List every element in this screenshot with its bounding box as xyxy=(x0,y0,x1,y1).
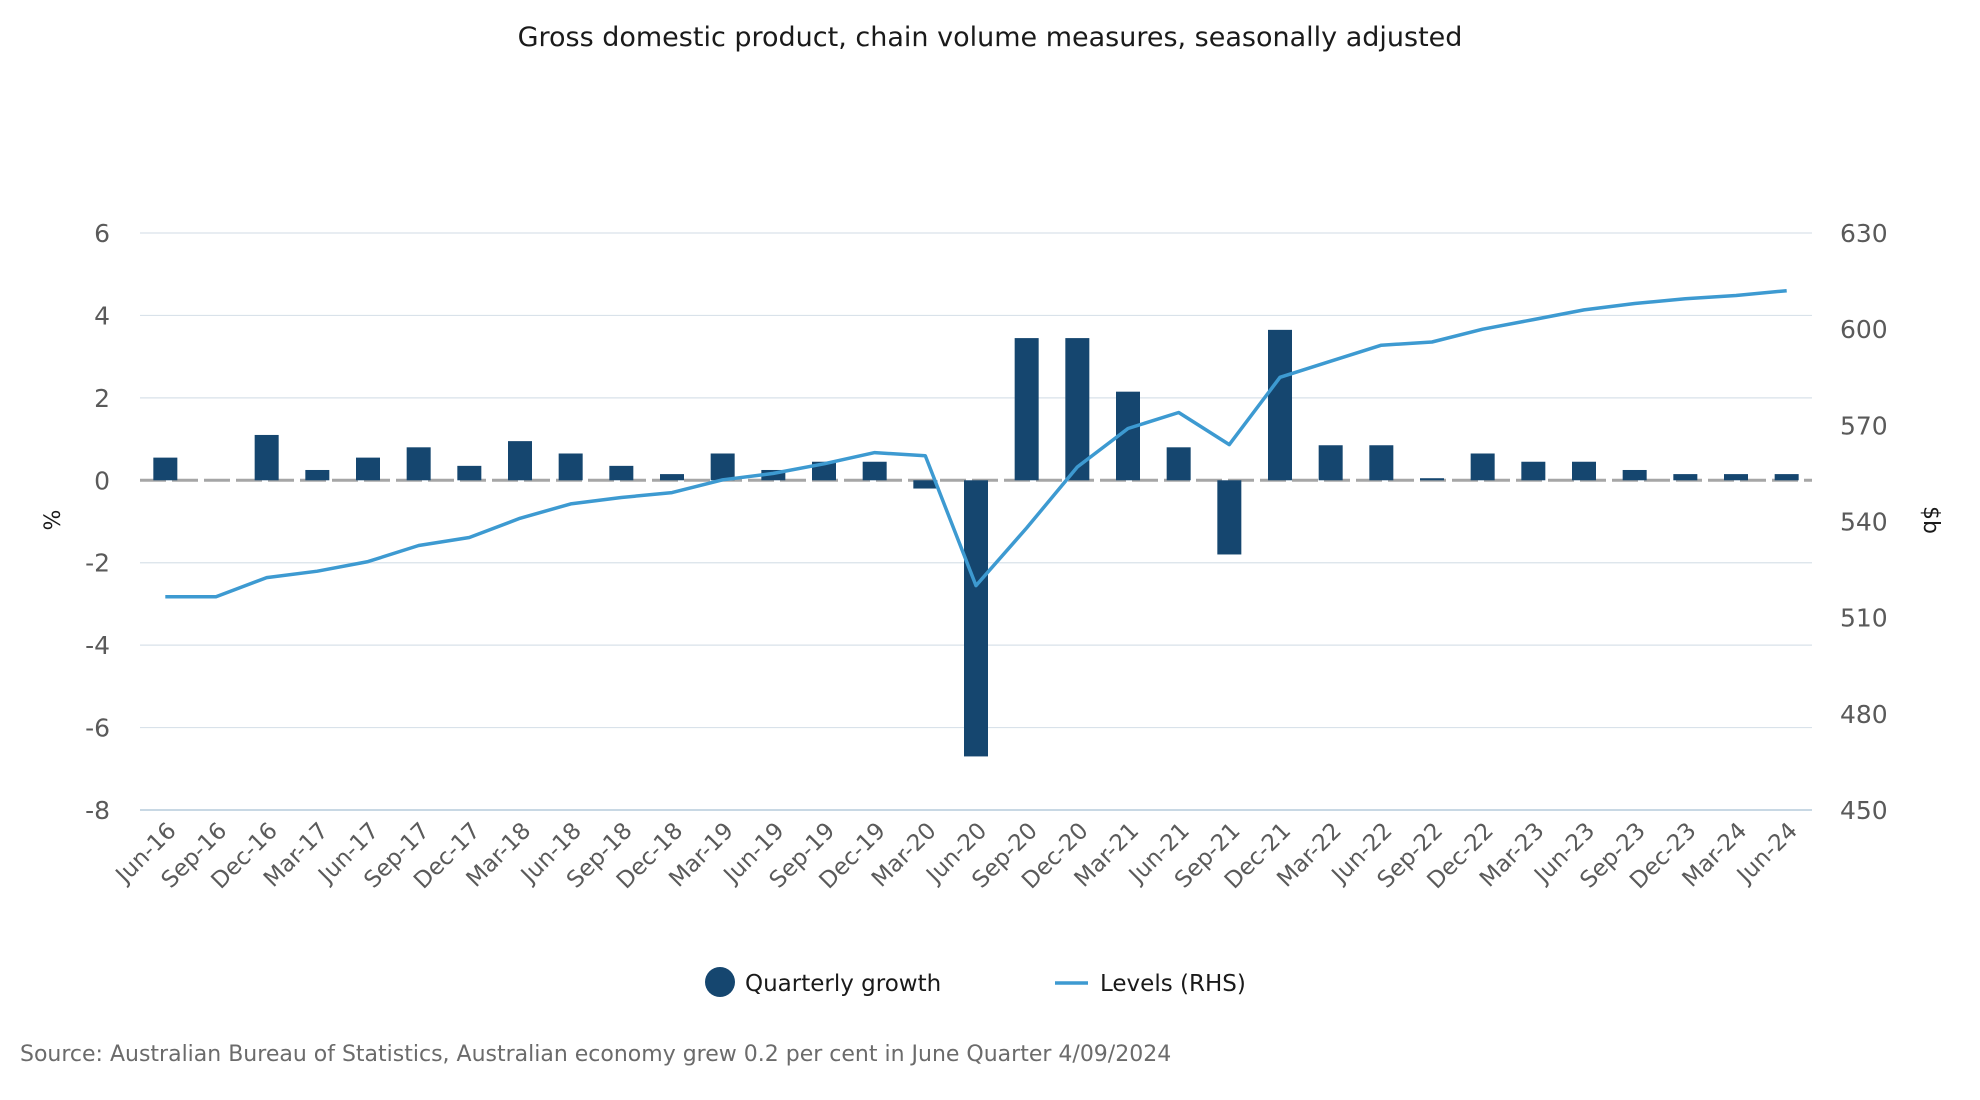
bar-Dec-18 xyxy=(660,474,684,481)
bar-Jun-21 xyxy=(1166,447,1191,481)
legend: Quarterly growth Levels (RHS) xyxy=(705,967,1246,997)
bar-Jun-17 xyxy=(356,457,380,481)
right-tick-label: 570 xyxy=(1840,411,1888,440)
left-tick-label: 2 xyxy=(94,384,110,413)
bar-Jun-22 xyxy=(1369,445,1394,481)
bar-Mar-23 xyxy=(1521,461,1546,481)
right-tick-label: 600 xyxy=(1840,315,1888,344)
left-tick-label: 0 xyxy=(94,466,110,495)
legend-label-quarterly-growth: Quarterly growth xyxy=(745,971,941,997)
left-tick-label: -8 xyxy=(85,796,110,825)
bar-Dec-22 xyxy=(1470,453,1495,481)
bar-Dec-17 xyxy=(457,465,482,481)
left-tick-label: 6 xyxy=(94,219,110,248)
bar-Dec-20 xyxy=(1065,338,1090,481)
bar-Jun-20 xyxy=(964,480,988,757)
legend-marker-quarterly-growth xyxy=(705,967,735,997)
bar-Dec-23 xyxy=(1673,474,1698,481)
line-series-levels xyxy=(165,288,1787,599)
bar-Jun-23 xyxy=(1572,461,1596,481)
left-tick-label: -4 xyxy=(85,631,110,660)
left-tick-label: 4 xyxy=(94,301,110,330)
bar-series-quarterly-growth xyxy=(153,329,1799,757)
right-tick-label: 450 xyxy=(1840,796,1888,825)
bar-Sep-21 xyxy=(1217,480,1242,555)
source-note: Source: Australian Bureau of Statistics,… xyxy=(20,1042,1172,1067)
left-axis-ticks: 6 4 2 0 -2 -4 -6 -8 xyxy=(85,219,110,825)
left-axis-label: % xyxy=(41,510,66,531)
bar-Sep-20 xyxy=(1014,338,1039,481)
bar-Mar-17 xyxy=(305,469,330,481)
right-tick-label: 510 xyxy=(1840,604,1888,633)
bar-Mar-24 xyxy=(1724,474,1748,481)
bar-Jun-16 xyxy=(153,457,178,481)
bar-Jun-24 xyxy=(1774,474,1799,481)
right-tick-label: 480 xyxy=(1840,700,1888,729)
bar-Dec-21 xyxy=(1268,329,1292,481)
bar-Dec-19 xyxy=(862,461,887,481)
right-axis-label: $b xyxy=(1918,506,1943,534)
bar-Mar-20 xyxy=(913,480,938,489)
bar-Sep-23 xyxy=(1622,469,1647,481)
bar-Mar-22 xyxy=(1318,445,1343,481)
legend-label-levels: Levels (RHS) xyxy=(1100,971,1246,997)
bar-Mar-19 xyxy=(710,453,735,481)
chart-title: Gross domestic product, chain volume mea… xyxy=(517,22,1463,53)
left-tick-label: -2 xyxy=(85,549,110,578)
bar-Dec-16 xyxy=(254,434,279,481)
right-tick-label: 630 xyxy=(1840,219,1888,248)
bar-Sep-18 xyxy=(609,465,634,481)
left-tick-label: -6 xyxy=(85,714,110,743)
right-axis-ticks: 630 600 570 540 510 480 450 xyxy=(1840,219,1888,825)
bar-Sep-22 xyxy=(1420,478,1444,481)
right-tick-label: 540 xyxy=(1840,508,1888,537)
x-axis-ticks: Jun-16Sep-16Dec-16Mar-17Jun-17Sep-17Dec-… xyxy=(110,818,1803,894)
bar-Sep-17 xyxy=(406,447,431,481)
bar-Mar-18 xyxy=(508,441,532,481)
bar-Jun-18 xyxy=(558,453,583,481)
